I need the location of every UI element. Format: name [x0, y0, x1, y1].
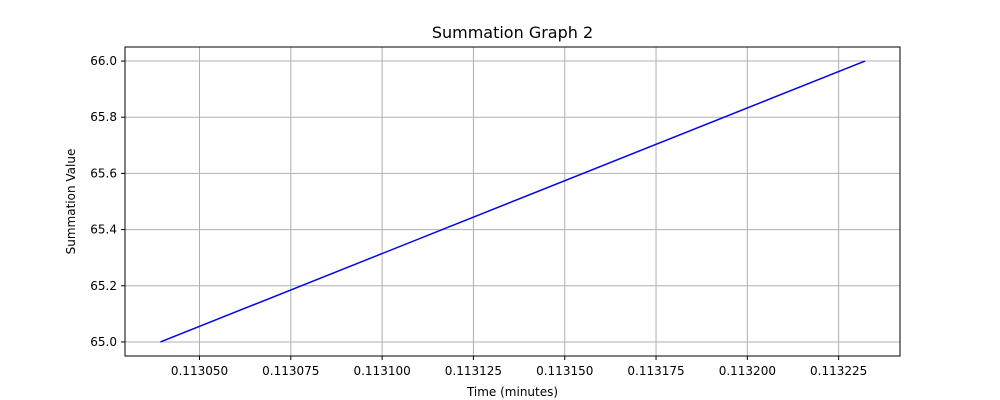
- y-tick-label: 65.2: [90, 279, 117, 293]
- x-tick-label: 0.113150: [536, 364, 593, 378]
- y-tick-label: 65.8: [90, 110, 117, 124]
- y-axis-ticks: 65.0 65.2 65.4 65.6 65.8 66.0: [90, 54, 125, 349]
- x-tick-label: 0.113050: [171, 364, 228, 378]
- x-axis-label: Time (minutes): [466, 385, 558, 399]
- plot-area-frame: [124, 46, 901, 357]
- x-tick-label: 0.113175: [627, 364, 684, 378]
- series-line: [160, 60, 866, 343]
- y-tick-label: 65.6: [90, 166, 117, 180]
- x-tick-label: 0.113125: [445, 364, 502, 378]
- y-tick-label: 65.4: [90, 223, 117, 237]
- y-axis-label: Summation Value: [64, 149, 78, 255]
- x-axis-ticks: 0.113050 0.113075 0.113100 0.113125 0.113150…: [171, 356, 867, 378]
- y-tick-label: 66.0: [90, 54, 117, 68]
- y-tick-label: 65.0: [90, 335, 117, 349]
- series-layer: [160, 60, 866, 343]
- x-tick-label: 0.113100: [353, 364, 410, 378]
- x-tick-label: 0.113225: [810, 364, 867, 378]
- grid: [125, 47, 900, 356]
- x-tick-label: 0.113075: [262, 364, 319, 378]
- chart-title: Summation Graph 2: [432, 23, 593, 42]
- x-tick-label: 0.113200: [719, 364, 776, 378]
